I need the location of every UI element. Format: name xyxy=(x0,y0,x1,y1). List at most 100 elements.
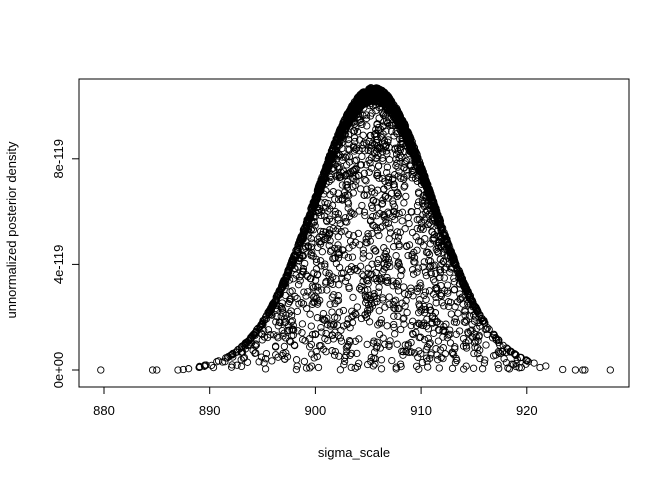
data-point xyxy=(179,365,187,374)
data-point xyxy=(500,355,508,363)
data-point xyxy=(357,161,366,169)
y-tick-label: 4e-119 xyxy=(51,245,66,285)
data-point xyxy=(330,351,339,359)
y-axis: 0e+00 4e-119 8e-119 xyxy=(51,139,80,389)
data-point xyxy=(408,174,416,182)
data-point xyxy=(256,322,264,331)
data-point xyxy=(343,347,351,356)
data-point xyxy=(349,293,357,302)
data-point xyxy=(341,171,349,180)
data-point xyxy=(426,339,434,347)
data-point xyxy=(606,366,614,374)
data-point xyxy=(448,255,457,264)
data-point xyxy=(437,353,445,362)
data-point xyxy=(334,254,343,262)
data-point xyxy=(459,279,468,287)
data-point xyxy=(350,175,358,183)
data-point xyxy=(435,364,443,372)
data-point xyxy=(349,142,358,150)
data-point xyxy=(304,232,312,240)
data-point xyxy=(450,278,458,286)
data-point xyxy=(396,144,404,152)
data-point xyxy=(442,320,450,328)
data-point xyxy=(308,205,317,213)
data-point xyxy=(366,96,375,104)
data-point xyxy=(371,247,379,255)
data-point xyxy=(361,311,369,319)
data-point xyxy=(416,225,425,233)
data-point xyxy=(366,85,374,93)
data-point xyxy=(326,247,335,256)
data-point xyxy=(273,332,281,340)
data-point xyxy=(336,366,345,374)
data-point xyxy=(281,318,290,326)
data-point xyxy=(317,323,325,332)
data-point xyxy=(407,284,415,292)
data-point xyxy=(277,282,286,290)
data-point xyxy=(261,355,270,363)
data-point xyxy=(410,151,419,159)
data-point xyxy=(450,285,459,294)
data-point xyxy=(413,150,421,159)
data-point xyxy=(377,95,385,104)
data-point xyxy=(362,238,370,247)
data-point xyxy=(365,168,373,176)
data-point xyxy=(427,221,435,229)
data-point xyxy=(434,249,443,257)
data-point xyxy=(250,330,258,339)
data-point xyxy=(370,245,378,253)
data-point xyxy=(412,328,420,337)
data-point xyxy=(381,98,389,106)
data-point xyxy=(438,299,446,307)
data-point xyxy=(415,189,423,198)
data-point xyxy=(446,339,455,347)
data-point xyxy=(506,347,515,355)
data-point xyxy=(331,347,339,356)
data-point xyxy=(341,277,350,285)
data-point xyxy=(385,178,393,187)
data-point xyxy=(307,274,315,283)
data-point xyxy=(322,278,330,286)
data-point xyxy=(344,315,352,323)
data-point xyxy=(515,364,523,372)
data-point xyxy=(325,272,333,280)
y-tick-label: 0e+00 xyxy=(51,352,66,389)
data-point xyxy=(347,263,356,271)
data-point xyxy=(436,291,444,299)
data-point xyxy=(357,286,365,294)
data-point xyxy=(364,301,373,309)
data-point xyxy=(400,164,408,172)
data-point xyxy=(370,141,379,149)
x-axis: 880 890 900 910 920 xyxy=(93,386,538,418)
data-point xyxy=(371,360,379,368)
data-point xyxy=(395,118,403,126)
data-point xyxy=(363,122,371,130)
data-point xyxy=(359,246,367,254)
data-point xyxy=(399,135,407,143)
data-point xyxy=(312,258,321,266)
data-point xyxy=(408,208,416,216)
data-point xyxy=(287,338,295,346)
data-point xyxy=(308,239,316,247)
data-point xyxy=(374,126,383,134)
data-point xyxy=(372,154,380,163)
data-point xyxy=(292,365,301,374)
data-point xyxy=(312,347,320,356)
data-point xyxy=(308,282,317,290)
data-point xyxy=(355,97,363,105)
data-point xyxy=(360,208,369,216)
data-point xyxy=(367,184,376,192)
data-point xyxy=(229,349,237,358)
data-point xyxy=(221,358,229,366)
data-point xyxy=(352,156,361,164)
data-point xyxy=(412,321,421,330)
data-point xyxy=(367,154,376,162)
x-axis-label: sigma_scale xyxy=(318,445,390,460)
data-point xyxy=(372,223,380,232)
data-point xyxy=(451,345,459,353)
data-point xyxy=(458,293,466,301)
data-point xyxy=(335,352,343,360)
data-point xyxy=(357,282,365,291)
data-point xyxy=(334,189,342,197)
data-point xyxy=(460,365,468,373)
